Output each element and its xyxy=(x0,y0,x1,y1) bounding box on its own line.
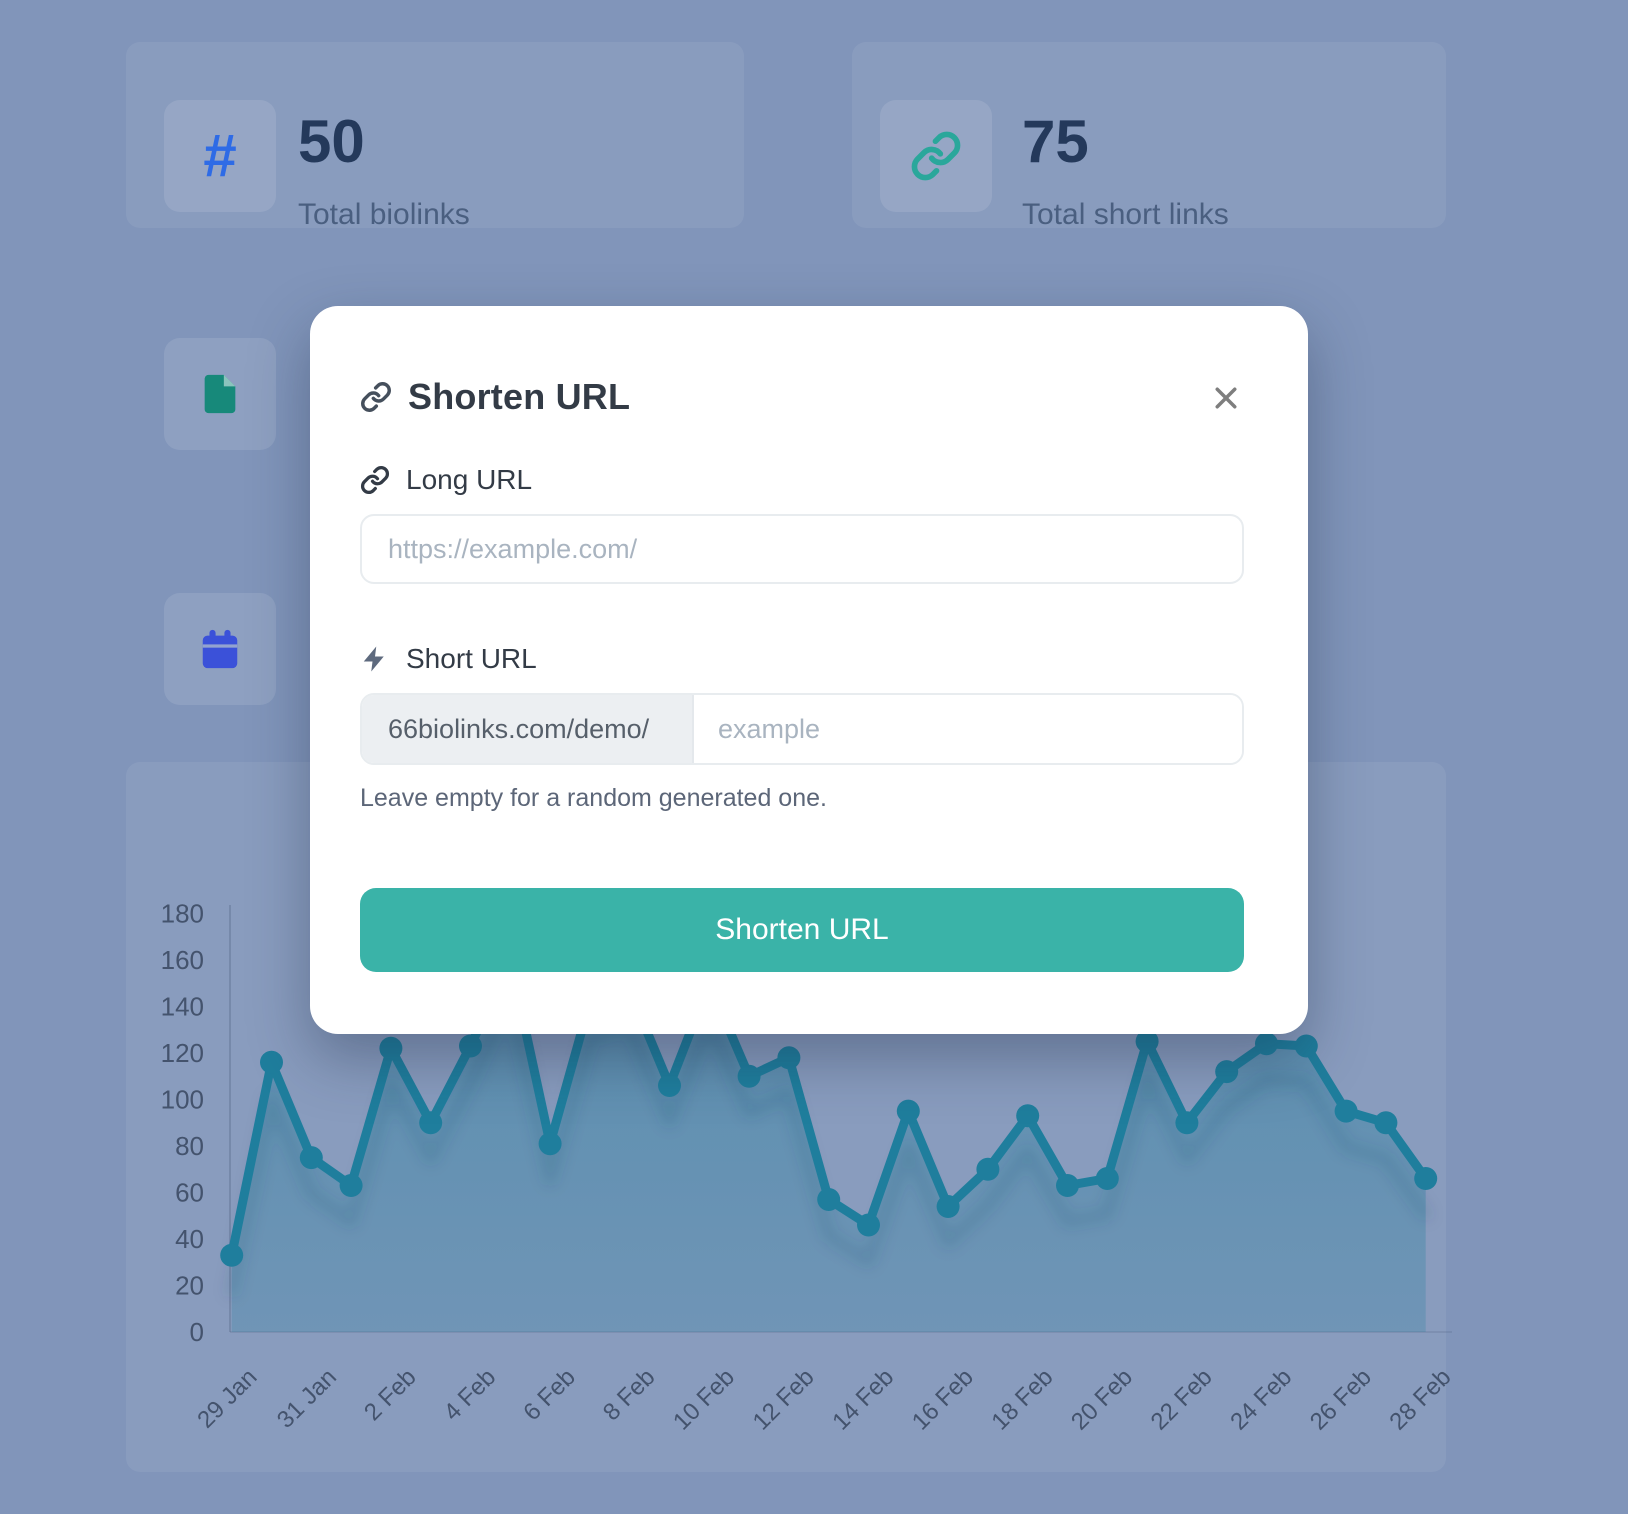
link-icon xyxy=(360,381,392,413)
calendar-icon-tile xyxy=(164,593,276,705)
stat-value-biolinks: 50 xyxy=(298,108,365,175)
hash-icon: # xyxy=(203,122,237,189)
svg-text:10 Feb: 10 Feb xyxy=(668,1364,740,1436)
svg-text:18 Feb: 18 Feb xyxy=(986,1364,1058,1436)
lightning-icon xyxy=(360,644,390,674)
svg-text:160: 160 xyxy=(161,945,204,975)
shortlinks-icon-tile xyxy=(880,100,992,212)
svg-text:22 Feb: 22 Feb xyxy=(1146,1364,1218,1436)
long-url-label: Long URL xyxy=(406,464,533,495)
close-icon xyxy=(1215,387,1237,409)
stat-value-shortlinks: 75 xyxy=(1022,108,1089,175)
shorten-url-modal: Shorten URL Long URL Short URL 66bi xyxy=(310,306,1308,1034)
biolinks-icon-tile: # xyxy=(164,100,276,212)
svg-text:28 Feb: 28 Feb xyxy=(1384,1364,1456,1436)
short-url-input[interactable] xyxy=(694,695,1242,763)
long-url-input[interactable] xyxy=(360,514,1244,584)
svg-text:180: 180 xyxy=(161,899,204,929)
shorten-url-submit-button[interactable]: Shorten URL xyxy=(360,888,1244,972)
svg-text:2 Feb: 2 Feb xyxy=(359,1364,421,1426)
svg-text:20: 20 xyxy=(175,1271,204,1301)
svg-text:12 Feb: 12 Feb xyxy=(748,1364,820,1436)
close-button[interactable] xyxy=(1208,380,1244,416)
svg-text:16 Feb: 16 Feb xyxy=(907,1364,979,1436)
short-url-label: Short URL xyxy=(406,643,537,674)
svg-text:140: 140 xyxy=(161,992,204,1022)
svg-text:29 Jan: 29 Jan xyxy=(192,1364,262,1434)
svg-text:120: 120 xyxy=(161,1038,204,1068)
short-url-input-group: 66biolinks.com/demo/ xyxy=(360,693,1244,765)
link-icon xyxy=(910,130,962,182)
calendar-icon xyxy=(197,626,243,672)
y-axis-labels: 0 20 40 60 80 100 120 140 160 180 xyxy=(161,899,204,1348)
svg-text:4 Feb: 4 Feb xyxy=(439,1364,501,1426)
document-icon-tile xyxy=(164,338,276,450)
short-url-prefix: 66biolinks.com/demo/ xyxy=(362,695,694,763)
short-url-helper-text: Leave empty for a random generated one. xyxy=(360,784,827,812)
svg-text:24 Feb: 24 Feb xyxy=(1225,1364,1297,1436)
chart-line-shadow xyxy=(225,990,1432,1298)
link-icon xyxy=(360,465,390,495)
svg-text:40: 40 xyxy=(175,1224,204,1254)
x-axis-labels: 29 Jan 31 Jan 2 Feb 4 Feb 6 Feb 8 Feb 10 Feb 12… xyxy=(192,1364,1456,1436)
svg-text:0: 0 xyxy=(190,1317,204,1347)
stat-card-biolinks xyxy=(126,42,744,228)
short-url-label-row: Short URL xyxy=(360,643,537,675)
svg-text:31 Jan: 31 Jan xyxy=(272,1364,342,1434)
modal-title: Shorten URL xyxy=(408,376,631,417)
svg-text:80: 80 xyxy=(175,1131,204,1161)
svg-text:14 Feb: 14 Feb xyxy=(827,1364,899,1436)
long-url-label-row: Long URL xyxy=(360,464,532,496)
stat-label-shortlinks: Total short links xyxy=(1022,198,1229,231)
svg-text:60: 60 xyxy=(175,1178,204,1208)
modal-header: Shorten URL xyxy=(360,376,630,418)
svg-text:8 Feb: 8 Feb xyxy=(598,1364,660,1426)
svg-text:6 Feb: 6 Feb xyxy=(518,1364,580,1426)
svg-text:26 Feb: 26 Feb xyxy=(1305,1364,1377,1436)
stat-label-biolinks: Total biolinks xyxy=(298,198,470,231)
document-icon xyxy=(197,371,243,417)
svg-text:100: 100 xyxy=(161,1085,204,1115)
svg-text:20 Feb: 20 Feb xyxy=(1066,1364,1138,1436)
